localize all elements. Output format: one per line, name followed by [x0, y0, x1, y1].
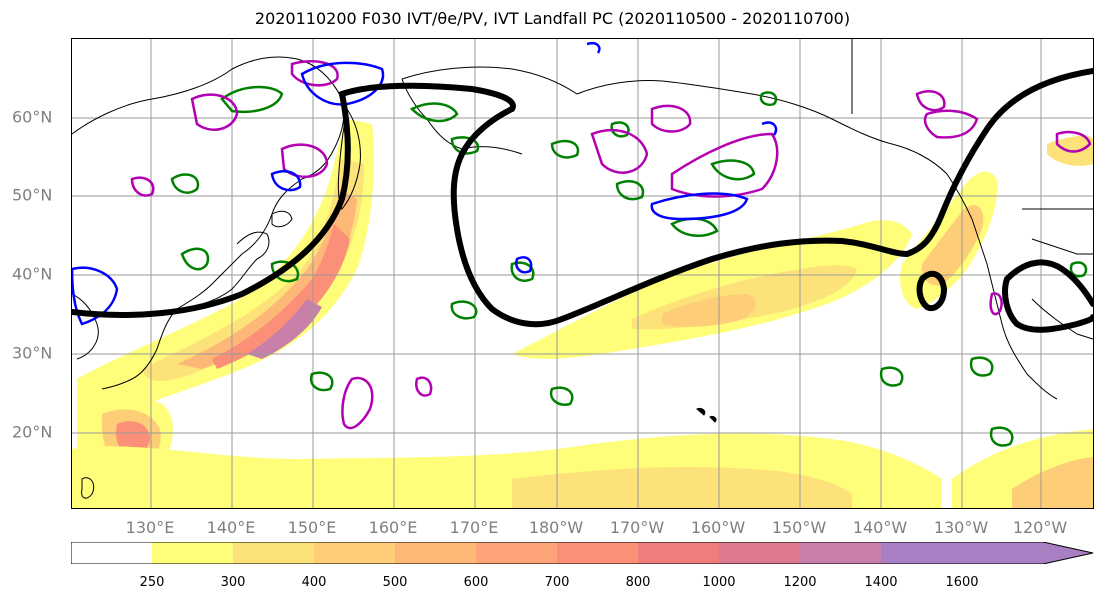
colorbar-segment-2 — [233, 542, 314, 564]
colorbar-segment-3 — [314, 542, 395, 564]
lon-label-160e: 160°E — [368, 518, 418, 537]
lon-label-150w: 150°W — [771, 518, 827, 537]
lon-label-120w: 120°W — [1012, 518, 1068, 537]
lon-label-130w: 130°W — [933, 518, 989, 537]
lon-label-170e: 170°E — [449, 518, 499, 537]
colorbar-segment-9 — [800, 542, 881, 564]
cb-tick-700: 700 — [544, 575, 570, 590]
cb-tick-250: 250 — [139, 575, 165, 590]
pv-contours — [130, 60, 1092, 430]
colorbar-segment-0 — [71, 542, 152, 564]
cb-tick-300: 300 — [220, 575, 246, 590]
cb-tick-400: 400 — [301, 575, 327, 590]
lat-label-50n: 50°N — [12, 185, 53, 205]
lat-label-60n: 60°N — [12, 107, 53, 127]
map-canvas — [72, 39, 1093, 508]
theta-e-contours — [170, 85, 1088, 447]
map-panel — [71, 38, 1094, 509]
cb-tick-800: 800 — [625, 575, 651, 590]
colorbar-segment-8 — [719, 542, 800, 564]
colorbar-segment-11 — [962, 542, 1043, 564]
lat-label-20n: 20°N — [12, 422, 53, 442]
ivt-colorbar — [71, 542, 1094, 564]
cb-tick-1400: 1400 — [864, 575, 898, 590]
lon-label-160w: 160°W — [690, 518, 746, 537]
cb-tick-500: 500 — [382, 575, 408, 590]
colorbar-segment-5 — [476, 542, 557, 564]
colorbar-segment-4 — [395, 542, 476, 564]
map-title: 2020110200 F030 IVT/θe/PV, IVT Landfall … — [254, 9, 851, 28]
lat-label-40n: 40°N — [12, 264, 53, 284]
lon-label-180w: 180°W — [528, 518, 584, 537]
colorbar-segment-10 — [881, 542, 962, 564]
colorbar-outline — [71, 542, 1094, 564]
cb-tick-600: 600 — [463, 575, 489, 590]
colorbar-segment-6 — [557, 542, 638, 564]
lat-label-30n: 30°N — [12, 343, 53, 363]
lon-label-130e: 130°E — [125, 518, 175, 537]
cb-tick-1000: 1000 — [702, 575, 736, 590]
colorbar-segment-1 — [152, 542, 233, 564]
lon-label-140w: 140°W — [852, 518, 908, 537]
lon-label-150e: 150°E — [287, 518, 337, 537]
lon-label-140e: 140°E — [206, 518, 256, 537]
pc-contour — [72, 68, 1093, 333]
colorbar-segment-7 — [638, 542, 719, 564]
colorbar-extension — [1043, 542, 1093, 564]
cb-tick-1200: 1200 — [783, 575, 817, 590]
lon-label-170w: 170°W — [609, 518, 665, 537]
cb-tick-1600: 1600 — [945, 575, 979, 590]
